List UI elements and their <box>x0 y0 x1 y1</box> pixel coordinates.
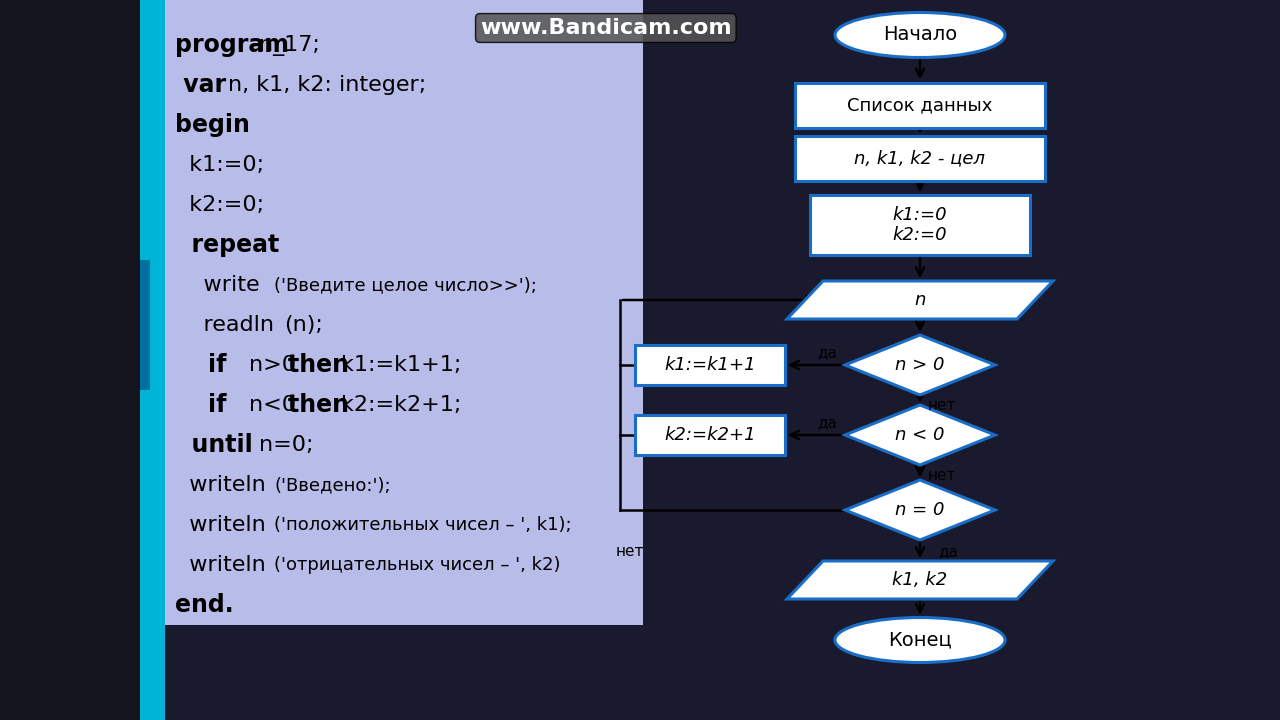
Bar <box>140 0 165 720</box>
Text: ('положительных чисел – ', k1);: ('положительных чисел – ', k1); <box>274 516 572 534</box>
Ellipse shape <box>835 618 1005 662</box>
Bar <box>165 0 643 625</box>
Text: n, k1, k2: integer;: n, k1, k2: integer; <box>228 75 426 95</box>
Ellipse shape <box>835 12 1005 58</box>
Text: if: if <box>175 353 234 377</box>
Text: ('отрицательных чисел – ', k2): ('отрицательных чисел – ', k2) <box>274 556 561 574</box>
Text: n > 0: n > 0 <box>895 356 945 374</box>
Text: begin: begin <box>175 113 250 137</box>
Text: n<0: n<0 <box>248 395 303 415</box>
Text: n < 0: n < 0 <box>895 426 945 444</box>
Text: Список данных: Список данных <box>847 96 993 114</box>
Polygon shape <box>787 281 1053 319</box>
Text: then: then <box>288 393 357 417</box>
Bar <box>635 415 785 455</box>
Text: n_17;: n_17; <box>260 35 320 55</box>
Text: k1, k2: k1, k2 <box>892 571 947 589</box>
Text: k1:=0;: k1:=0; <box>175 155 264 175</box>
Text: n: n <box>914 291 925 309</box>
Text: repeat: repeat <box>175 233 279 257</box>
Text: www.Bandicam.com: www.Bandicam.com <box>480 18 732 38</box>
Bar <box>810 195 1030 255</box>
Text: Начало: Начало <box>883 25 957 45</box>
Text: writeln: writeln <box>175 515 273 535</box>
Text: k1:=0
k2:=0: k1:=0 k2:=0 <box>892 206 947 244</box>
Text: да: да <box>817 346 837 361</box>
Polygon shape <box>787 561 1053 599</box>
Text: ('Введите целое число>>');: ('Введите целое число>>'); <box>274 276 538 294</box>
Text: k1:=k1+1;: k1:=k1+1; <box>342 355 462 375</box>
Text: да: да <box>817 415 837 431</box>
Text: if: if <box>175 393 234 417</box>
Text: n, k1, k2 - цел: n, k1, k2 - цел <box>855 149 986 167</box>
Text: да: да <box>938 544 957 559</box>
Bar <box>795 83 1044 127</box>
Text: n>0: n>0 <box>248 355 303 375</box>
Text: k2:=k2+1: k2:=k2+1 <box>664 426 755 444</box>
Text: k2:=0;: k2:=0; <box>175 195 264 215</box>
Text: then: then <box>288 353 357 377</box>
Polygon shape <box>845 405 995 465</box>
Bar <box>140 260 150 390</box>
Text: нет: нет <box>928 467 956 482</box>
Text: (n);: (n); <box>284 315 323 335</box>
Text: writeln: writeln <box>175 475 273 495</box>
Text: ('Введено:');: ('Введено:'); <box>274 476 390 494</box>
Text: var: var <box>175 73 234 97</box>
Bar <box>795 135 1044 181</box>
Bar <box>635 345 785 385</box>
Text: write: write <box>175 275 266 295</box>
Text: end.: end. <box>175 593 234 617</box>
Text: нет: нет <box>928 397 956 413</box>
Text: Конец: Конец <box>888 631 952 649</box>
Text: writeln: writeln <box>175 555 273 575</box>
Text: k2:=k2+1;: k2:=k2+1; <box>342 395 462 415</box>
Polygon shape <box>845 480 995 540</box>
Bar <box>0 0 140 720</box>
Polygon shape <box>845 335 995 395</box>
Text: program: program <box>175 33 297 57</box>
Text: k1:=k1+1: k1:=k1+1 <box>664 356 755 374</box>
Text: n=0;: n=0; <box>260 435 314 455</box>
Text: нет: нет <box>616 544 644 559</box>
Text: n = 0: n = 0 <box>895 501 945 519</box>
Text: until: until <box>175 433 261 457</box>
Text: readln: readln <box>175 315 282 335</box>
